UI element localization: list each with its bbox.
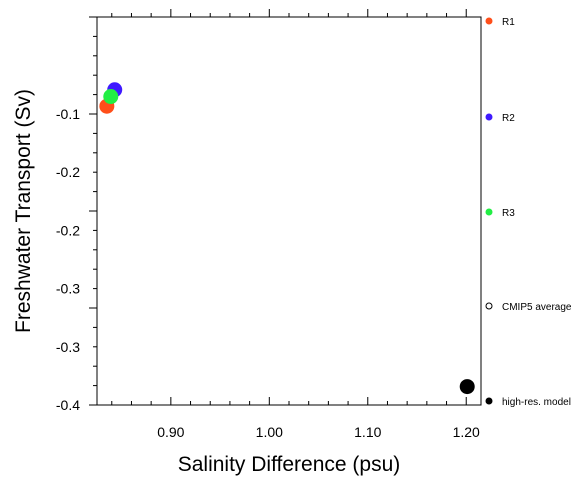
- y-tick-label: -0.3: [56, 339, 80, 355]
- tick-marks: [89, 9, 467, 406]
- y-tick-label: -0.1: [56, 106, 80, 122]
- legend-marker: [485, 302, 493, 310]
- legend-label: high-res. model: [502, 397, 571, 408]
- x-tick-label: 0.90: [157, 424, 184, 440]
- x-tick-labels: 0.90 1.00 1.10 1.20: [157, 424, 480, 440]
- x-axis-title: Salinity Difference (psu): [178, 453, 401, 476]
- y-tick-labels: -0.1 -0.2 -0.2 -0.3 -0.3 -0.4: [56, 106, 80, 413]
- legend: R1 R2 R3 CMIP5 average high-res. model: [485, 17, 572, 408]
- y-tick-label: -0.2: [56, 222, 80, 238]
- legend-label: CMIP5 average: [502, 302, 572, 313]
- x-tick-label: 1.00: [256, 424, 283, 440]
- y-axis-title: Freshwater Transport (Sv): [12, 89, 35, 333]
- legend-marker: [485, 17, 493, 25]
- data-point-r3: [103, 89, 119, 105]
- legend-label: R3: [502, 208, 515, 219]
- y-tick-label: -0.3: [56, 281, 80, 297]
- y-tick-label: -0.2: [56, 164, 80, 180]
- legend-label: R2: [502, 113, 515, 124]
- x-tick-label: 1.20: [453, 424, 480, 440]
- legend-marker: [485, 113, 493, 121]
- plot-frame: [96, 16, 482, 406]
- legend-label: R1: [502, 17, 515, 28]
- data-point-high-res-model: [459, 379, 475, 395]
- legend-marker: [485, 208, 493, 216]
- data-markers: [99, 82, 475, 395]
- x-tick-label: 1.10: [354, 424, 381, 440]
- y-tick-label: -0.4: [56, 397, 80, 413]
- legend-marker: [485, 397, 493, 405]
